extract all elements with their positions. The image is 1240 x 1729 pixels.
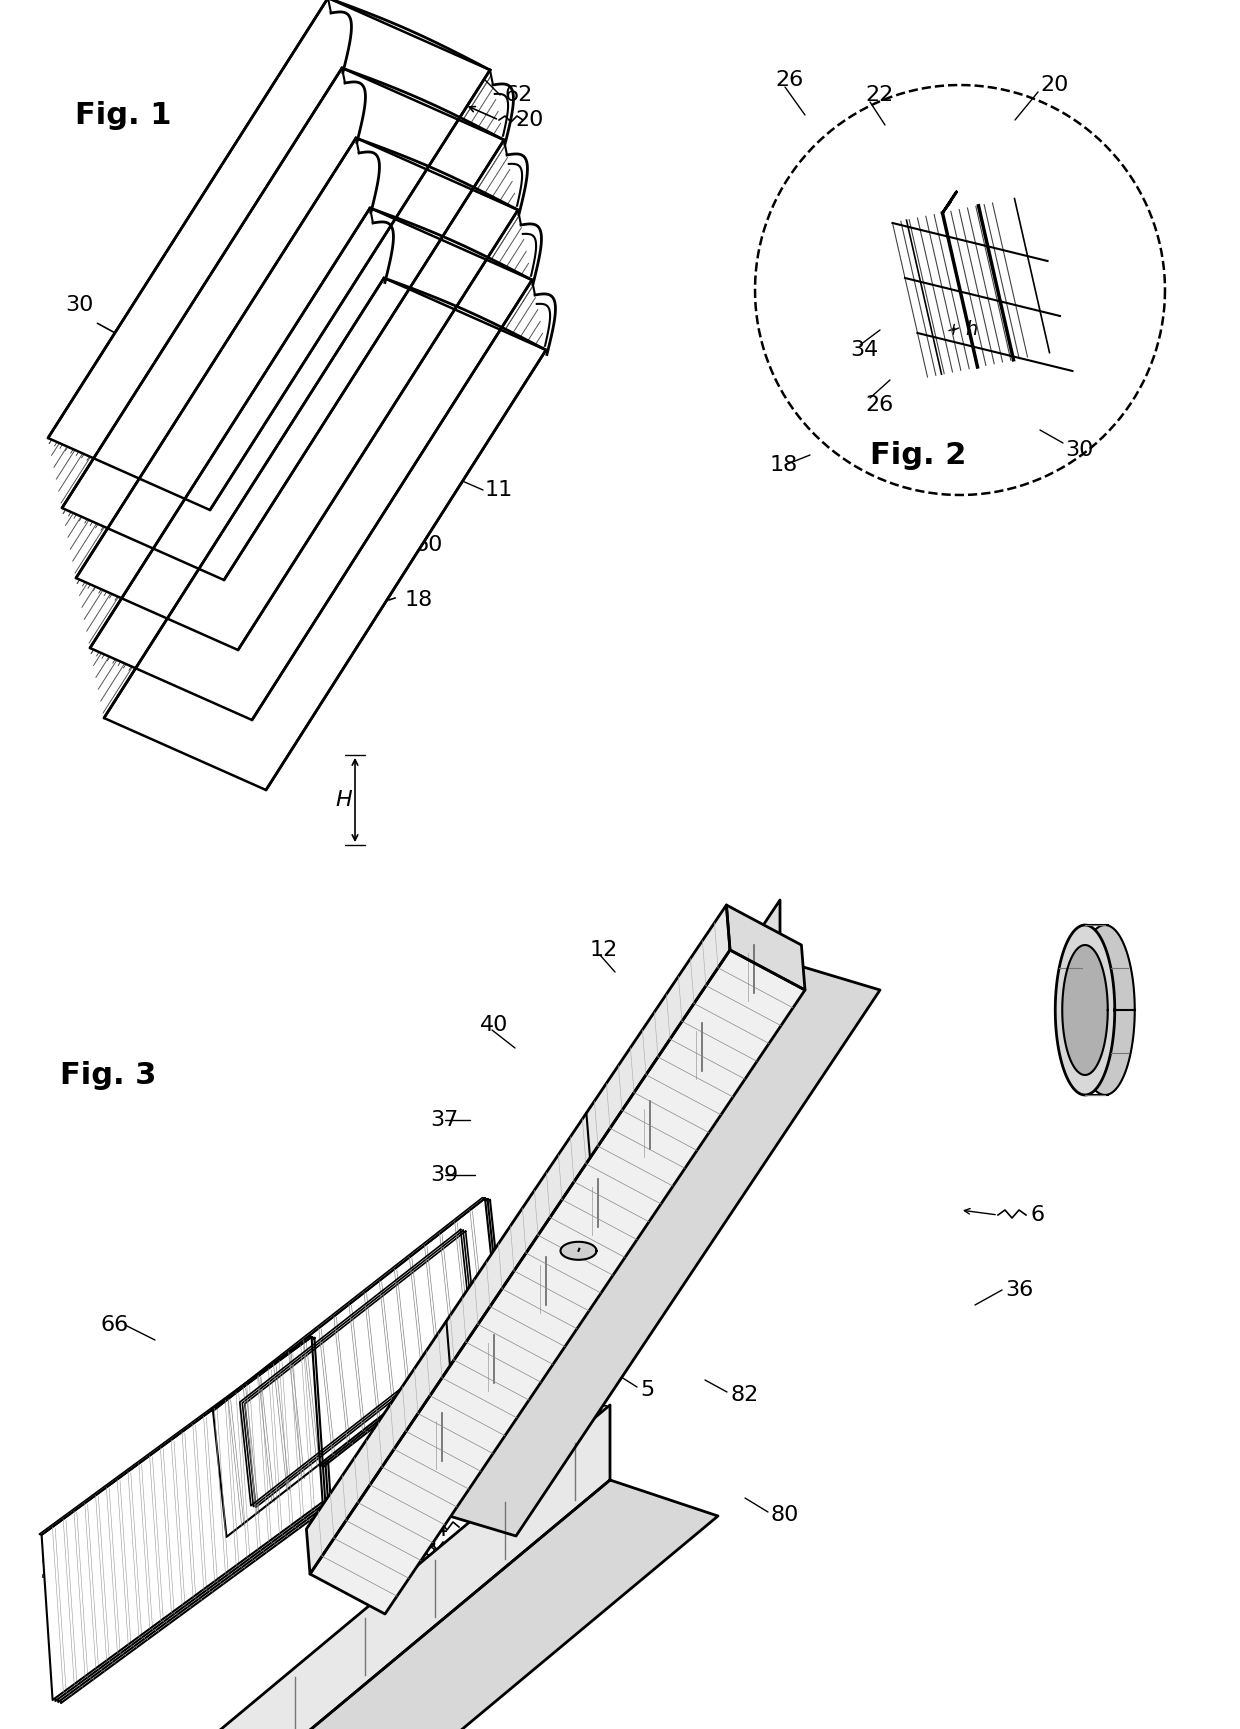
Polygon shape [213,1198,498,1537]
Text: 64: 64 [556,1470,583,1490]
Text: 22: 22 [290,175,319,195]
Text: 1: 1 [520,1490,534,1509]
Text: 40: 40 [480,1015,508,1036]
Polygon shape [216,1200,501,1537]
Text: 2: 2 [155,1565,169,1585]
Polygon shape [40,1337,311,1535]
Polygon shape [310,949,805,1613]
Text: Fig. 3: Fig. 3 [60,1060,156,1089]
Polygon shape [50,1340,331,1703]
Polygon shape [62,67,503,579]
Text: 20: 20 [515,111,543,130]
Polygon shape [727,904,805,991]
Text: 5: 5 [640,1380,655,1400]
Text: 5: 5 [595,1406,609,1425]
Text: 34: 34 [849,341,878,360]
Text: 64: 64 [420,1520,448,1541]
Text: 26: 26 [775,69,804,90]
Text: 18: 18 [770,455,799,475]
Polygon shape [415,901,780,1506]
Polygon shape [1055,925,1115,1094]
Text: 82: 82 [730,1385,758,1406]
Text: 22: 22 [866,85,893,105]
Text: 10: 10 [130,1546,159,1565]
Polygon shape [190,1480,718,1729]
Polygon shape [104,278,546,790]
Text: 8: 8 [1100,935,1114,954]
Polygon shape [211,1198,485,1411]
Text: 6: 6 [1030,1205,1044,1226]
Text: 37: 37 [430,1110,459,1131]
Polygon shape [190,1406,610,1729]
Polygon shape [1063,946,1107,1075]
Polygon shape [42,1337,315,1535]
Polygon shape [213,1198,487,1411]
Polygon shape [91,207,532,719]
Polygon shape [216,1200,490,1413]
Text: 36: 36 [1004,1279,1033,1300]
Polygon shape [306,904,730,1573]
Text: h: h [966,320,978,339]
Polygon shape [42,1337,322,1700]
Text: 30: 30 [1065,439,1094,460]
Text: 18: 18 [405,590,433,610]
Text: 10: 10 [165,1501,193,1520]
Text: 12: 12 [590,941,619,960]
Text: 30: 30 [64,296,93,315]
Polygon shape [1075,925,1135,1094]
Polygon shape [48,1340,320,1539]
Text: 20: 20 [40,1556,79,1584]
Polygon shape [47,1338,329,1701]
Text: 62: 62 [505,85,533,105]
Polygon shape [218,1200,503,1539]
Text: 20: 20 [1040,74,1069,95]
Text: 11: 11 [485,481,513,500]
Text: Fig. 1: Fig. 1 [74,100,171,130]
Polygon shape [45,1338,317,1537]
Polygon shape [45,1338,325,1701]
Text: 18: 18 [410,1541,438,1560]
Polygon shape [560,1241,596,1260]
Text: Fig. 2: Fig. 2 [870,441,966,470]
Polygon shape [76,138,518,650]
Text: 26: 26 [866,394,893,415]
Polygon shape [755,85,1166,494]
Text: 80: 80 [770,1504,799,1525]
Text: H: H [335,790,352,809]
Text: 66: 66 [100,1316,128,1335]
Text: 39: 39 [430,1165,459,1184]
Polygon shape [415,960,880,1535]
Text: 60: 60 [415,534,444,555]
Polygon shape [48,0,490,510]
